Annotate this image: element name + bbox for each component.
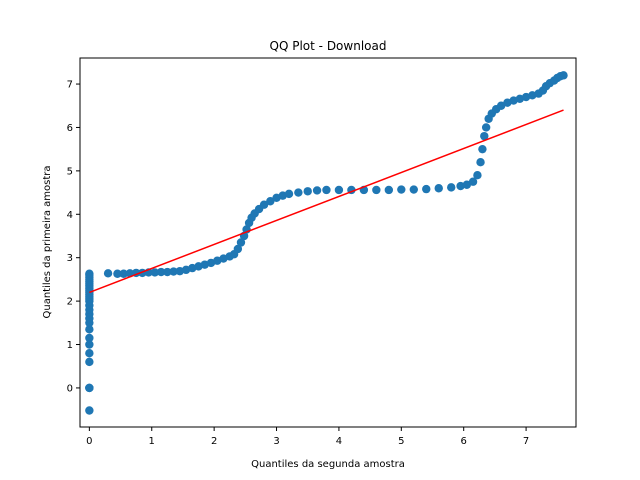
qq-point	[473, 171, 482, 180]
qq-point	[312, 186, 322, 195]
qq-point	[476, 157, 485, 167]
qq-point	[85, 406, 94, 415]
qq-point	[334, 185, 344, 195]
qq-point	[163, 267, 172, 277]
qq-point	[480, 131, 489, 141]
qq-point	[303, 187, 312, 196]
qq-point	[85, 269, 94, 278]
qq-point	[481, 123, 491, 132]
qq-point	[294, 188, 303, 197]
qq-point	[372, 185, 381, 195]
y-tick-label: 0	[67, 383, 73, 394]
qq-point	[119, 269, 128, 278]
qq-point	[85, 325, 94, 334]
qq-point	[156, 267, 166, 277]
x-tick-label: 1	[149, 436, 155, 447]
qq-point	[236, 238, 246, 247]
qq-point	[85, 357, 94, 367]
x-tick-label: 0	[86, 436, 92, 447]
qq-point	[422, 184, 431, 194]
qq-point	[284, 189, 294, 199]
qq-point	[384, 185, 394, 195]
chart-title: QQ Plot - Download	[270, 39, 387, 53]
x-tick-label: 6	[461, 436, 467, 447]
fit-line	[89, 109, 564, 294]
y-tick-label: 7	[67, 80, 73, 91]
axes-frame	[79, 57, 577, 428]
qq-point	[447, 183, 456, 192]
x-axis-label: Quantiles da segunda amostra	[251, 459, 405, 470]
y-axis-label: Quantiles da primeira amostra	[42, 165, 53, 318]
x-tick-label: 4	[336, 436, 342, 447]
y-tick-label: 4	[67, 210, 73, 221]
qq-point	[85, 333, 94, 343]
y-tick-label: 2	[67, 297, 73, 308]
qq-point	[175, 266, 185, 276]
qq-point	[397, 185, 406, 194]
qq-point	[103, 269, 113, 278]
x-tick-label: 3	[273, 436, 279, 447]
qq-point	[456, 181, 465, 191]
qq-point	[462, 180, 472, 189]
qq-point	[409, 185, 418, 194]
qq-point	[150, 268, 160, 277]
qq-point	[322, 185, 331, 195]
qq-point	[478, 144, 487, 154]
qq-point	[113, 269, 122, 278]
x-tick-label: 2	[211, 436, 217, 447]
y-tick-label: 5	[67, 166, 73, 177]
x-tick-label: 7	[523, 436, 529, 447]
plot-marks	[85, 71, 568, 415]
qq-point	[434, 184, 443, 193]
qq-point	[559, 71, 568, 80]
x-tick-label: 5	[398, 436, 404, 447]
qq-point	[266, 197, 275, 206]
qq-point	[496, 101, 506, 110]
y-axis-ticks: 0 1 2 3 4 5 6 7	[67, 80, 80, 394]
qq-point	[468, 177, 478, 186]
y-tick-label: 3	[67, 253, 73, 264]
qq-point	[85, 383, 94, 393]
qq-point	[259, 200, 269, 209]
qq-point	[169, 267, 178, 276]
x-axis-ticks: 0 1 2 3 4 5 6 7	[86, 427, 529, 447]
qq-point	[85, 349, 94, 358]
y-tick-label: 6	[67, 123, 73, 134]
qq-point	[85, 340, 94, 349]
y-tick-label: 1	[67, 340, 73, 351]
qq-point	[233, 244, 243, 254]
